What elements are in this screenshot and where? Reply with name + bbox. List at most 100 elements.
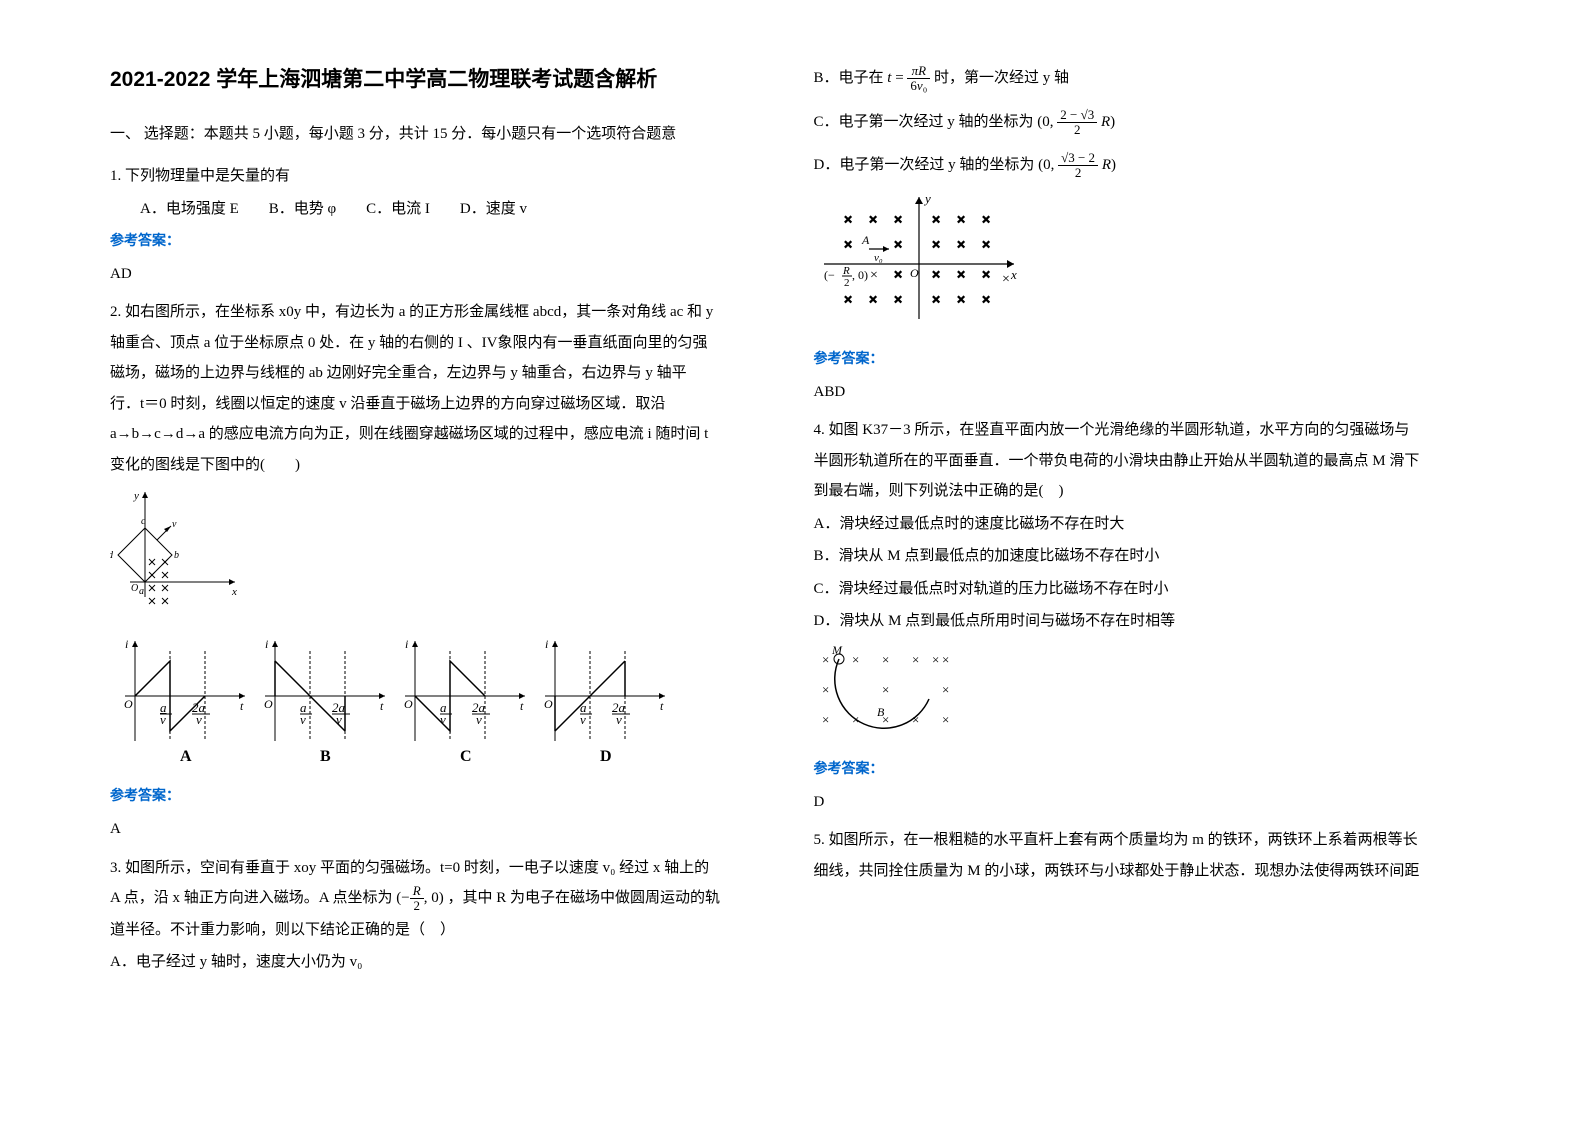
svg-text:O: O <box>404 697 413 711</box>
q3-optC-formula: (0, 2 − √32 R) <box>1037 114 1115 130</box>
svg-text:×: × <box>942 682 949 697</box>
q3-optB-formula: t = πR6v₀ <box>887 70 934 86</box>
svg-text:×: × <box>912 652 919 667</box>
svg-text:O: O <box>544 697 553 711</box>
q4-l1: 4. 如图 K37－3 所示，在竖直平面内放一个光滑绝缘的半圆形轨道，水平方向的… <box>814 416 1478 445</box>
q3-optC-text: C．电子第一次经过 y 轴的坐标为 <box>814 114 1034 130</box>
svg-text:×: × <box>982 236 990 252</box>
svg-text:B: B <box>877 705 885 719</box>
q2-l5: a→b→c→d→a 的感应电流方向为正，则在线圈穿越磁场区域的过程中，感应电流 … <box>110 420 774 449</box>
q3-coord-A: (−R2, 0) <box>396 890 443 906</box>
svg-text:(−: (− <box>824 268 835 282</box>
svg-text:t: t <box>660 699 664 713</box>
svg-text:, 0): , 0) <box>852 268 868 282</box>
svg-text:x: x <box>231 586 237 598</box>
q4-optD: D．滑块从 M 点到最低点所用时间与磁场不存在时相等 <box>814 607 1478 636</box>
svg-text:×: × <box>894 266 902 282</box>
q4-optB: B．滑块从 M 点到最低点的加速度比磁场不存在时小 <box>814 542 1478 571</box>
q3-l3: 道半径。不计重力影响，则以下结论正确的是（ ） <box>110 916 774 945</box>
q3-optC: C．电子第一次经过 y 轴的坐标为 (0, 2 − √32 R) <box>814 108 1478 138</box>
svg-text:×: × <box>932 236 940 252</box>
svg-text:×: × <box>870 268 878 283</box>
svg-text:×: × <box>882 652 889 667</box>
svg-text:×: × <box>869 291 877 307</box>
svg-text:×: × <box>869 211 877 227</box>
svg-text:×: × <box>1002 272 1010 287</box>
svg-text:×: × <box>822 682 829 697</box>
svg-text:×: × <box>852 652 859 667</box>
q4-optC: C．滑块经过最低点时对轨道的压力比磁场不存在时小 <box>814 575 1478 604</box>
svg-text:×: × <box>932 266 940 282</box>
svg-text:×: × <box>844 236 852 252</box>
svg-text:×: × <box>982 291 990 307</box>
q3-optBa: B．电子在 <box>814 70 884 86</box>
section-1-head: 一、 选择题：本题共 5 小题，每小题 3 分，共计 15 分．每小题只有一个选… <box>110 120 774 149</box>
q3-l2b: ，其中 R 为电子在磁场中做圆周运动的轨 <box>447 890 720 906</box>
q3-diagram: x y O ×××××× ××××× ×××× ×××××× A v₀ (− R <box>814 189 1478 340</box>
svg-text:×: × <box>844 291 852 307</box>
svg-text:t: t <box>380 699 384 713</box>
answer-label: 参考答案： <box>110 229 774 256</box>
q2-l2: 轴重合、顶点 a 位于坐标原点 0 处．在 y 轴的右侧的 I 、IV象限内有一… <box>110 329 774 358</box>
q3-l2a: A 点，沿 x 轴正方向进入磁场。A 点坐标为 <box>110 890 393 906</box>
svg-text:×: × <box>894 211 902 227</box>
q3-optD-formula: (0, √3 − 22 R) <box>1038 157 1116 173</box>
q3-optD: D．电子第一次经过 y 轴的坐标为 (0, √3 − 22 R) <box>814 151 1478 181</box>
svg-text:x: x <box>1010 267 1017 282</box>
svg-text:×: × <box>932 211 940 227</box>
svg-text:×: × <box>882 682 889 697</box>
svg-text:×: × <box>957 236 965 252</box>
svg-text:×: × <box>822 712 829 727</box>
q4-l3: 到最右端，则下列说法中正确的是( ) <box>814 477 1478 506</box>
q1-answer: AD <box>110 260 774 289</box>
svg-text:×: × <box>822 652 829 667</box>
question-2: 2. 如右图所示，在坐标系 x0y 中，有边长为 a 的正方形金属线框 abcd… <box>110 298 774 843</box>
question-3: 3. 如图所示，空间有垂直于 xoy 平面的匀强磁场。t=0 时刻，一电子以速度… <box>110 854 774 977</box>
q4-answer: D <box>814 788 1478 817</box>
q3-optBb: 时，第一次经过 y 轴 <box>934 70 1069 86</box>
q2-answer: A <box>110 815 774 844</box>
svg-text:×: × <box>894 236 902 252</box>
answer-label: 参考答案： <box>814 347 1478 374</box>
svg-text:O: O <box>124 697 133 711</box>
svg-text:v: v <box>172 519 177 530</box>
svg-text:i: i <box>545 637 548 651</box>
question-4: 4. 如图 K37－3 所示，在竖直平面内放一个光滑绝缘的半圆形轨道，水平方向的… <box>814 416 1478 816</box>
q4-l2: 半圆形轨道所在的平面垂直．一个带负电荷的小滑块由静止开始从半圆轨道的最高点 M … <box>814 447 1478 476</box>
q1-stem: 1. 下列物理量中是矢量的有 <box>110 162 774 191</box>
q3-optD-text: D．电子第一次经过 y 轴的坐标为 <box>814 157 1035 173</box>
q3-answer: ABD <box>814 378 1478 407</box>
svg-text:b: b <box>174 550 179 561</box>
svg-text:B: B <box>320 748 331 765</box>
q3-l2: A 点，沿 x 轴正方向进入磁场。A 点坐标为 (−R2, 0) ，其中 R 为… <box>110 884 774 914</box>
answer-label: 参考答案： <box>110 784 774 811</box>
svg-text:i: i <box>405 637 408 651</box>
svg-text:×: × <box>844 211 852 227</box>
svg-text:D: D <box>600 748 612 765</box>
q5-l2: 细线，共同拴住质量为 M 的小球，两铁环与小球都处于静止状态．现想办法使得两铁环… <box>814 857 1478 886</box>
q2-choice-graphs: i t O a v 2a v A <box>110 626 774 777</box>
svg-text:d: d <box>110 550 114 561</box>
q3-optB: B．电子在 t = πR6v₀ 时，第一次经过 y 轴 <box>814 64 1478 94</box>
svg-text:y: y <box>133 490 139 502</box>
svg-text:i: i <box>265 637 268 651</box>
q2-l1: 2. 如右图所示，在坐标系 x0y 中，有边长为 a 的正方形金属线框 abcd… <box>110 298 774 327</box>
svg-text:×: × <box>957 211 965 227</box>
q2-square-diagram: x y a b c d O v <box>110 487 774 618</box>
svg-text:×: × <box>942 712 949 727</box>
question-1: 1. 下列物理量中是矢量的有 A．电场强度 E B．电势 φ C．电流 I D．… <box>110 162 774 288</box>
q4-optA: A．滑块经过最低点时的速度比磁场不存在时大 <box>814 510 1478 539</box>
q1-options: A．电场强度 E B．电势 φ C．电流 I D．速度 v <box>140 195 774 224</box>
q2-l4: 行．t＝0 时刻，线圈以恒定的速度 v 沿垂直于磁场上边界的方向穿过磁场区域．取… <box>110 390 774 419</box>
q2-l6: 变化的图线是下图中的( ) <box>110 451 774 480</box>
svg-text:O: O <box>910 266 919 280</box>
svg-text:×: × <box>982 211 990 227</box>
svg-text:v₀: v₀ <box>874 252 883 264</box>
svg-text:O: O <box>264 697 273 711</box>
svg-text:×: × <box>894 291 902 307</box>
svg-text:R: R <box>842 265 850 277</box>
question-3-cont: B．电子在 t = πR6v₀ 时，第一次经过 y 轴 C．电子第一次经过 y … <box>814 64 1478 406</box>
q3-optA: A．电子经过 y 轴时，速度大小仍为 v₀ <box>110 948 774 977</box>
svg-text:i: i <box>125 637 128 651</box>
svg-text:×: × <box>942 652 949 667</box>
